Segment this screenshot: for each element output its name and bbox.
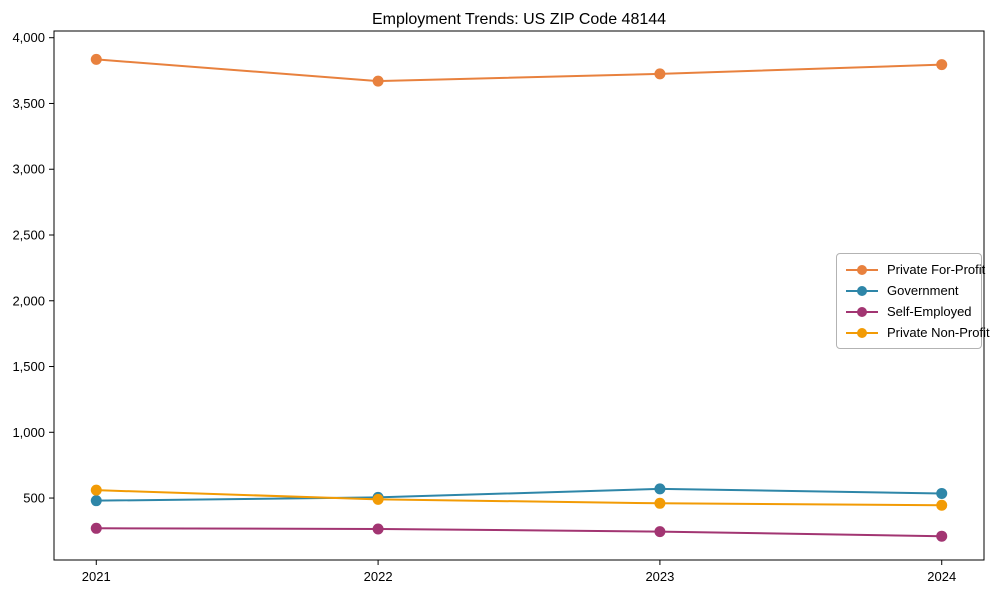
y-tick-label: 2,000 bbox=[12, 293, 45, 308]
legend-item-government: Government bbox=[844, 280, 974, 301]
plot-frame bbox=[53, 30, 985, 561]
legend-marker-private-non-profit bbox=[846, 327, 878, 338]
x-tick-label: 2021 bbox=[82, 569, 111, 584]
legend-marker-self-employed bbox=[846, 306, 878, 317]
y-tick-label: 3,500 bbox=[12, 96, 45, 111]
legend-label-government: Government bbox=[887, 283, 959, 298]
data-point bbox=[90, 53, 102, 65]
y-tick-label: 500 bbox=[23, 491, 45, 506]
data-point bbox=[936, 59, 948, 71]
chart-title: Employment Trends: US ZIP Code 48144 bbox=[371, 11, 667, 28]
data-point bbox=[936, 487, 948, 499]
y-tick-label: 1,500 bbox=[12, 359, 45, 374]
legend-dot bbox=[857, 285, 867, 296]
legend-box: Private For-Profit Government Self-Employe… bbox=[836, 253, 990, 349]
legend-dot bbox=[857, 327, 867, 338]
data-point bbox=[372, 523, 384, 535]
legend-label-private-non-profit: Private Non-Profit bbox=[887, 325, 990, 340]
data-point bbox=[90, 495, 102, 507]
data-point bbox=[654, 68, 666, 80]
series-line-private-non-profit bbox=[96, 489, 942, 507]
data-point bbox=[654, 483, 666, 495]
data-point bbox=[654, 497, 666, 509]
legend-dot bbox=[857, 264, 867, 275]
legend-item-private-non-profit: Private Non-Profit bbox=[844, 322, 990, 343]
legend-label-self-employed: Self-Employed bbox=[887, 304, 972, 319]
data-point bbox=[372, 75, 384, 87]
y-tick-label: 1,000 bbox=[12, 425, 45, 440]
legend-dot bbox=[857, 306, 867, 317]
y-tick-label: 4,000 bbox=[12, 30, 45, 45]
series-line-self-employed bbox=[96, 527, 942, 538]
data-point bbox=[936, 499, 948, 511]
data-point bbox=[654, 526, 666, 538]
legend-item-private-for-profit: Private For-Profit bbox=[844, 259, 985, 280]
data-point bbox=[936, 530, 948, 542]
legend-marker-private-for-profit bbox=[846, 264, 878, 275]
x-tick-label: 2023 bbox=[645, 569, 674, 584]
data-point bbox=[90, 522, 102, 534]
x-tick-label: 2022 bbox=[364, 569, 393, 584]
series-line-private-for-profit bbox=[96, 58, 942, 83]
legend-label-private-for-profit: Private For-Profit bbox=[887, 262, 986, 277]
y-tick-label: 3,000 bbox=[12, 162, 45, 177]
data-point bbox=[90, 484, 102, 496]
legend-item-self-employed: Self-Employed bbox=[844, 301, 974, 322]
series-line-government bbox=[96, 487, 942, 502]
y-tick-label: 2,500 bbox=[12, 227, 45, 242]
x-tick-label: 2024 bbox=[927, 569, 956, 584]
legend-marker-government bbox=[846, 285, 878, 296]
data-point bbox=[372, 493, 384, 505]
